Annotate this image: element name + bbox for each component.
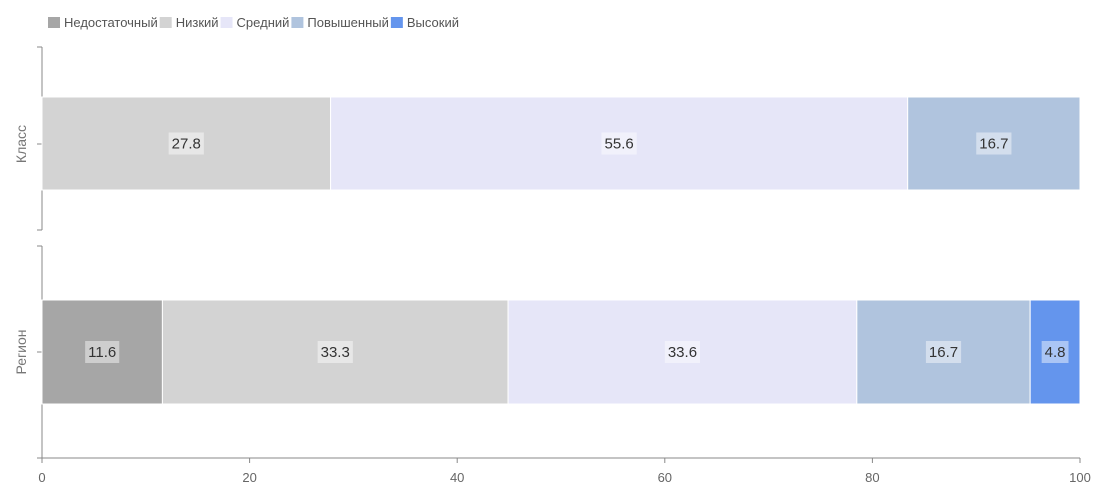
legend-item: Недостаточный xyxy=(48,15,158,30)
bar-segment xyxy=(507,299,858,405)
category-label: Класс xyxy=(13,125,29,163)
legend-swatch xyxy=(220,17,233,28)
data-label-bg xyxy=(664,341,701,363)
legend-swatch xyxy=(291,17,304,28)
legend-label: Недостаточный xyxy=(64,15,158,30)
data-label: 16.7 xyxy=(976,132,1012,155)
data-labels: 27.8 55.6 16.7 11.6 33.3 33.6 16.7 4.8 xyxy=(85,132,1069,363)
data-label-bg xyxy=(168,132,204,155)
x-tick-label: 40 xyxy=(450,470,464,485)
bar-segment xyxy=(907,96,1081,191)
bar-segment xyxy=(161,299,509,405)
legend-item: Повышенный xyxy=(291,15,389,30)
legend: Недостаточный Низкий Средний Повышенный Высо… xyxy=(48,15,459,30)
category-label: Регион xyxy=(13,330,29,375)
data-label-bg xyxy=(976,132,1012,155)
legend-label: Повышенный xyxy=(307,15,388,30)
bar-segment xyxy=(41,299,163,405)
data-label-bg xyxy=(317,341,353,363)
bar-segment xyxy=(330,96,909,191)
data-label-text: 16.7 xyxy=(929,344,958,361)
data-label-text: 55.6 xyxy=(605,136,634,153)
data-label-bg xyxy=(925,341,962,363)
x-tick-label: 100 xyxy=(1069,470,1091,485)
bar-segment xyxy=(856,299,1031,405)
bar-segment xyxy=(1029,299,1081,405)
data-label-text: 27.8 xyxy=(172,136,201,153)
data-label-text: 33.6 xyxy=(668,344,697,361)
legend-label: Высокий xyxy=(407,15,459,30)
data-label-bg xyxy=(601,132,637,155)
data-label-bg xyxy=(1041,341,1069,363)
legend-item: Средний xyxy=(220,15,290,30)
data-label-text: 11.6 xyxy=(88,344,116,361)
data-label: 33.6 xyxy=(664,341,701,363)
x-tick-label: 60 xyxy=(658,470,672,485)
data-label: 33.3 xyxy=(317,341,353,363)
legend-swatch xyxy=(48,17,60,28)
data-label: 55.6 xyxy=(601,132,637,155)
legend-label: Низкий xyxy=(176,15,219,30)
bars xyxy=(41,96,1081,405)
data-label: 16.7 xyxy=(925,341,962,363)
x-tick-label: 80 xyxy=(865,470,879,485)
data-label: 27.8 xyxy=(168,132,204,155)
legend-swatch xyxy=(159,17,172,28)
x-tick-label: 0 xyxy=(38,470,45,485)
data-label-text: 33.3 xyxy=(321,344,350,361)
data-label-text: 4.8 xyxy=(1045,344,1066,361)
data-label: 4.8 xyxy=(1041,341,1069,363)
legend-item: Высокий xyxy=(390,15,459,30)
data-label-text: 16.7 xyxy=(979,136,1008,153)
data-label-bg xyxy=(85,341,120,363)
legend-item: Низкий xyxy=(159,15,219,30)
legend-label: Средний xyxy=(237,15,290,30)
legend-swatch xyxy=(390,17,403,28)
data-label: 11.6 xyxy=(85,341,120,363)
x-tick-label: 20 xyxy=(242,470,256,485)
